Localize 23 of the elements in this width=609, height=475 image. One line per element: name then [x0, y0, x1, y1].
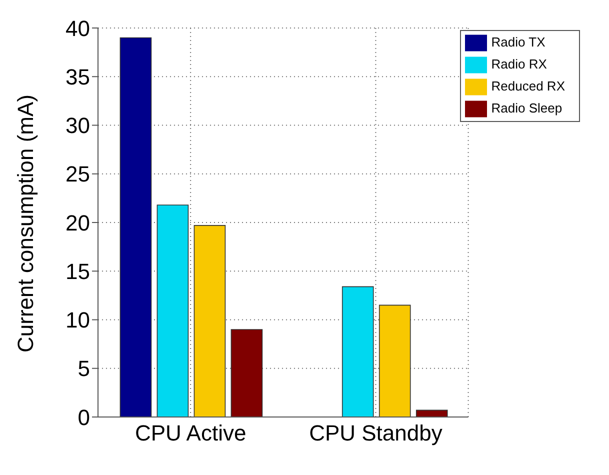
bar [230, 329, 263, 417]
legend-label: Reduced RX [491, 78, 565, 94]
bar [120, 37, 152, 417]
y-tick-label: 5 [78, 356, 90, 382]
bar [416, 410, 448, 417]
y-tick-label: 35 [66, 64, 90, 90]
y-axis-title: Current consumption (mA) [12, 94, 38, 352]
y-tick-label: 15 [66, 258, 90, 284]
bar [156, 204, 189, 417]
y-tick-label: 20 [66, 210, 90, 236]
legend-label: Radio TX [491, 34, 546, 50]
legend-label: Radio RX [491, 56, 547, 72]
bar [342, 286, 374, 417]
y-tick-label: 10 [66, 308, 90, 333]
x-tick-label: CPU Standby [309, 420, 442, 446]
y-tick-label: 0 [78, 404, 90, 430]
bar [194, 225, 226, 417]
y-tick-label: 30 [66, 113, 90, 138]
legend-label: Radio Sleep [491, 100, 562, 116]
x-tick-label: CPU Active [134, 420, 246, 446]
y-tick-label: 25 [66, 162, 90, 187]
y-tick-label: 40 [66, 16, 90, 41]
bar [378, 304, 411, 417]
